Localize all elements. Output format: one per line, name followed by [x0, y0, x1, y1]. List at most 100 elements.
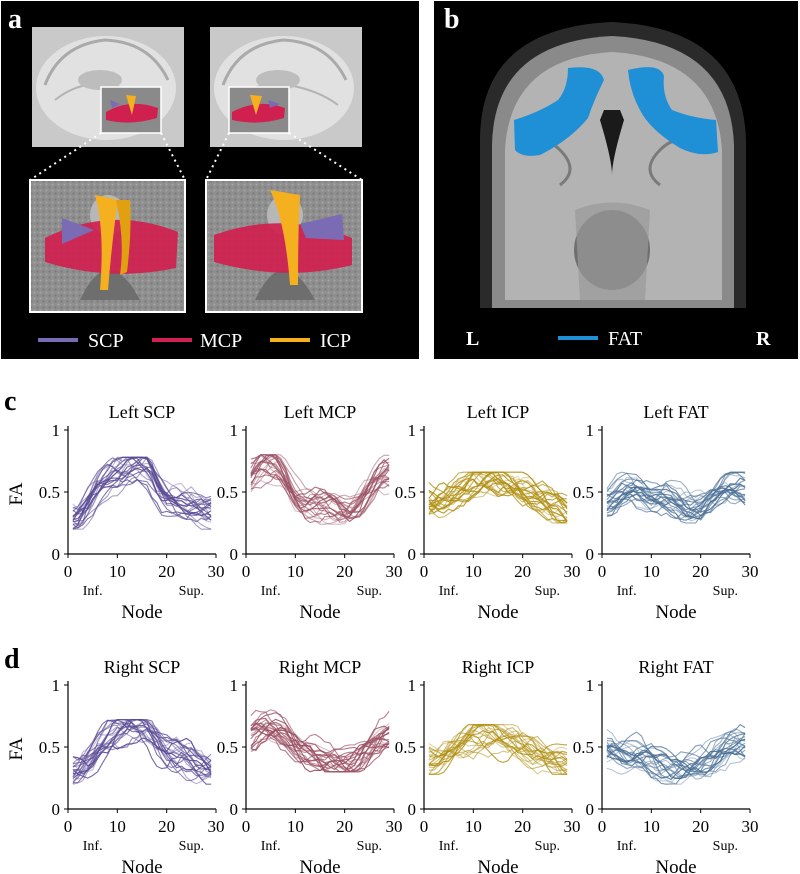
- series-line: [250, 466, 390, 517]
- x-tick-label: 20: [514, 562, 531, 581]
- series-line: [250, 461, 390, 525]
- y-tick-label: 0: [52, 545, 61, 564]
- series-line: [428, 724, 568, 775]
- series-line: [428, 471, 568, 518]
- x-axis-label: Node: [121, 857, 162, 874]
- series-line: [428, 477, 568, 513]
- series-line: [428, 735, 568, 768]
- x-tick-label: 30: [386, 817, 403, 836]
- series-line: [250, 454, 390, 523]
- y-tick-label: 0: [586, 800, 595, 819]
- x-tick-label: 20: [692, 817, 709, 836]
- x-tick-label: 20: [336, 817, 353, 836]
- y-tick-label: 1: [230, 676, 239, 695]
- y-tick-label: 1: [52, 676, 61, 695]
- legend-label-icp: ICP: [320, 330, 351, 352]
- series-line: [72, 719, 212, 780]
- panel-a-legend: SCP MCP ICP: [38, 330, 351, 352]
- series-line: [428, 471, 568, 507]
- series-line: [428, 726, 568, 775]
- fat-tract-left: [514, 67, 604, 156]
- series-line: [72, 730, 212, 785]
- series-line: [428, 735, 568, 771]
- x-tick-label: 10: [643, 817, 660, 836]
- zoom-inset-left: [29, 179, 186, 313]
- chart-title: Left ICP: [467, 402, 530, 422]
- zoom-connectors: [29, 132, 363, 181]
- series-line: [72, 719, 212, 765]
- x-annotation-inferior: Inf.: [439, 584, 459, 599]
- series-line: [428, 471, 568, 510]
- series-line: [250, 717, 390, 770]
- series-line: [606, 744, 746, 769]
- series-line: [428, 478, 568, 524]
- x-tick-label: 0: [598, 817, 607, 836]
- x-tick-label: 20: [336, 562, 353, 581]
- y-tick-label: 1: [230, 421, 239, 440]
- x-annotation-inferior: Inf.: [617, 839, 637, 854]
- series-line: [250, 454, 390, 514]
- panel-b: L FAT R b: [434, 1, 798, 359]
- series-line: [72, 456, 212, 510]
- series-line: [250, 722, 390, 773]
- x-tick-label: 20: [158, 562, 175, 581]
- x-tick-label: 10: [643, 562, 660, 581]
- y-tick-label: 0: [586, 545, 595, 564]
- panel-a: a: [1, 1, 419, 359]
- series-line: [428, 734, 568, 775]
- series-line: [606, 485, 746, 521]
- series-line: [250, 454, 390, 513]
- series-line: [250, 479, 390, 525]
- x-axis-label: Node: [299, 857, 340, 874]
- series-line: [250, 458, 390, 522]
- x-tick-label: 10: [287, 817, 304, 836]
- chart-title: Left MCP: [284, 402, 357, 422]
- sagittal-brain-left: [32, 27, 184, 147]
- x-tick-label: 20: [514, 817, 531, 836]
- y-tick-label: 0: [230, 545, 239, 564]
- series-line: [250, 474, 390, 505]
- series-line: [250, 460, 390, 520]
- x-annotation-superior: Sup.: [535, 839, 560, 854]
- series-line: [428, 747, 568, 775]
- series-line: [72, 466, 212, 530]
- series-line: [428, 473, 568, 517]
- series-line: [606, 728, 746, 772]
- series-line: [606, 471, 746, 510]
- series-line: [606, 745, 746, 785]
- x-tick-label: 0: [64, 817, 73, 836]
- chart-title: Right SCP: [104, 657, 181, 677]
- y-tick-label: 0: [230, 800, 239, 819]
- y-tick-label: 0: [52, 800, 61, 819]
- x-tick-label: 0: [598, 562, 607, 581]
- series-line: [606, 733, 746, 777]
- x-tick-label: 30: [742, 817, 759, 836]
- fat-tract-right: [628, 67, 718, 155]
- legend-label-fat: FAT: [608, 328, 642, 350]
- x-tick-label: 10: [109, 562, 126, 581]
- y-tick-label: 0.5: [39, 483, 60, 502]
- series-line: [72, 456, 212, 523]
- series-line: [250, 709, 390, 757]
- panel-a-letter: a: [8, 4, 22, 35]
- series-line: [428, 473, 568, 524]
- x-annotation-inferior: Inf.: [83, 584, 103, 599]
- series-line: [606, 471, 746, 517]
- series-line: [72, 719, 212, 773]
- x-annotation-superior: Sup.: [535, 584, 560, 599]
- hemisphere-right-label: R: [756, 328, 771, 350]
- y-tick-label: 0.5: [573, 483, 594, 502]
- series-line: [250, 473, 390, 524]
- series-line: [250, 718, 390, 763]
- y-tick-label: 0.5: [217, 483, 238, 502]
- chart-title: Left FAT: [643, 402, 708, 422]
- hemisphere-left-label: L: [466, 328, 479, 350]
- chart-title: Right ICP: [462, 657, 535, 677]
- y-tick-label: 0.5: [39, 738, 60, 757]
- y-tick-label: 0.5: [573, 738, 594, 757]
